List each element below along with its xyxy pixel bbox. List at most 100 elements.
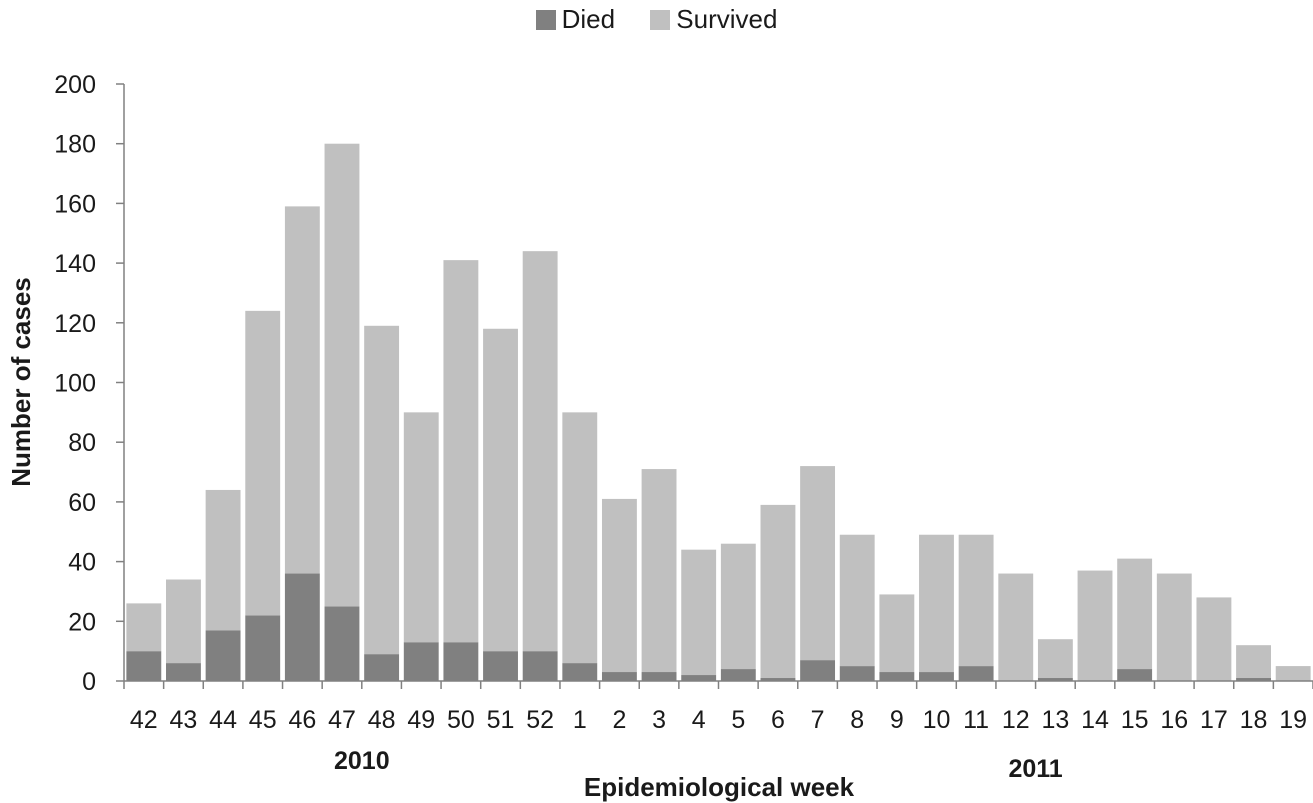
bar-survived-6 [364, 325, 400, 655]
bar-survived-9 [483, 328, 518, 652]
bar-died-14 [681, 675, 717, 681]
bar-survived-16 [760, 504, 796, 679]
bar-survived-4 [284, 206, 320, 574]
legend-label-died: Died [561, 4, 616, 34]
bar-died-19 [879, 672, 915, 681]
y-ticks-layer: 0 20 40 60 80 100 120 140 160 180 200 [54, 71, 124, 696]
bar-died-15 [720, 669, 756, 681]
bar-died-16 [760, 678, 796, 681]
bar-survived-22 [998, 573, 1034, 681]
legend: Died Survived [0, 4, 1313, 35]
bar-survived-8 [443, 260, 479, 643]
y-tick-label-180: 180 [54, 131, 96, 159]
x-tick-label-1: 1 [573, 706, 587, 734]
y-tick-label-120: 120 [54, 310, 96, 338]
bar-survived-23 [1037, 639, 1073, 679]
bar-died-1 [166, 663, 201, 681]
x-tick-label-15: 15 [1121, 706, 1149, 734]
bar-survived-26 [1156, 573, 1192, 681]
y-tick-label-140: 140 [54, 250, 96, 278]
x-tick-label-49: 49 [407, 706, 435, 734]
x-tick-label-7: 7 [811, 706, 825, 734]
bar-survived-28 [1236, 645, 1271, 679]
bars-layer [126, 143, 1311, 682]
x-tick-label-14: 14 [1081, 706, 1109, 734]
y-axis-title: Number of cases [6, 277, 36, 487]
bar-died-9 [483, 651, 518, 681]
bar-died-20 [919, 672, 954, 681]
legend-swatch-died [535, 10, 556, 30]
bar-died-23 [1037, 678, 1073, 681]
year-label-2010: 2010 [334, 747, 390, 775]
bar-died-25 [1117, 669, 1153, 681]
bar-died-5 [324, 606, 360, 682]
legend-item-died: Died [535, 4, 616, 35]
x-tick-label-9: 9 [890, 706, 904, 734]
bar-died-10 [522, 651, 558, 681]
bar-survived-1 [166, 579, 201, 664]
bar-survived-20 [919, 534, 954, 673]
x-tick-label-18: 18 [1240, 706, 1268, 734]
bar-died-18 [839, 666, 875, 681]
y-tick-label-20: 20 [68, 608, 96, 636]
x-tick-label-17: 17 [1200, 706, 1228, 734]
bar-survived-13 [641, 469, 677, 673]
bar-survived-11 [562, 412, 598, 664]
x-tick-label-2: 2 [612, 706, 626, 734]
bar-survived-7 [403, 412, 439, 643]
x-tick-label-3: 3 [652, 706, 666, 734]
y-tick-label-160: 160 [54, 190, 96, 218]
bar-survived-5 [324, 143, 360, 607]
x-tick-label-42: 42 [130, 706, 158, 734]
y-tick-label-60: 60 [68, 489, 96, 517]
bar-died-12 [601, 672, 637, 681]
bar-survived-17 [800, 466, 836, 661]
x-tick-label-8: 8 [850, 706, 864, 734]
bar-died-21 [958, 666, 994, 681]
y-tick-label-200: 200 [54, 71, 96, 99]
bar-survived-24 [1077, 570, 1113, 681]
bar-survived-27 [1196, 597, 1232, 681]
bar-died-7 [403, 642, 439, 681]
year-label-2011: 2011 [1008, 755, 1062, 783]
bar-survived-12 [601, 498, 637, 673]
legend-label-survived: Survived [676, 4, 778, 34]
bar-died-13 [641, 672, 677, 681]
bar-died-4 [284, 573, 320, 681]
y-tick-label-40: 40 [68, 549, 96, 577]
bar-survived-19 [879, 594, 915, 673]
year-labels-layer: 2010 2011 [334, 747, 1063, 783]
bar-survived-10 [522, 251, 558, 652]
x-tick-label-47: 47 [328, 706, 356, 734]
x-tick-label-44: 44 [209, 706, 237, 734]
x-tick-label-50: 50 [447, 706, 475, 734]
bar-survived-2 [205, 489, 241, 631]
x-tick-label-45: 45 [249, 706, 277, 734]
x-tick-label-51: 51 [487, 706, 515, 734]
bar-survived-14 [681, 549, 717, 676]
x-tick-label-4: 4 [692, 706, 706, 734]
x-tick-label-6: 6 [771, 706, 785, 734]
legend-swatch-survived [650, 10, 671, 30]
y-tick-label-0: 0 [82, 668, 96, 696]
bar-died-17 [800, 660, 836, 681]
bar-survived-3 [245, 310, 281, 616]
y-tick-label-100: 100 [54, 370, 96, 398]
x-ticks-layer: 42 43 44 45 46 47 48 49 50 51 52 1 2 3 4 5 6 7 8 9 10 11 12 13 1… [123, 681, 1313, 734]
x-tick-label-48: 48 [368, 706, 396, 734]
bar-died-6 [364, 654, 400, 681]
y-tick-label-80: 80 [68, 429, 96, 457]
bar-survived-0 [126, 603, 162, 652]
x-tick-label-10: 10 [923, 706, 951, 734]
x-tick-label-52: 52 [526, 706, 554, 734]
x-tick-label-19: 19 [1279, 706, 1307, 734]
bar-died-3 [245, 615, 281, 681]
bar-died-8 [443, 642, 479, 681]
bar-died-11 [562, 663, 598, 681]
x-axis-title: Epidemiological week [584, 772, 855, 802]
bar-survived-25 [1117, 558, 1153, 670]
bar-died-28 [1236, 678, 1271, 681]
bar-died-2 [205, 630, 241, 681]
legend-item-survived: Survived [650, 4, 777, 35]
